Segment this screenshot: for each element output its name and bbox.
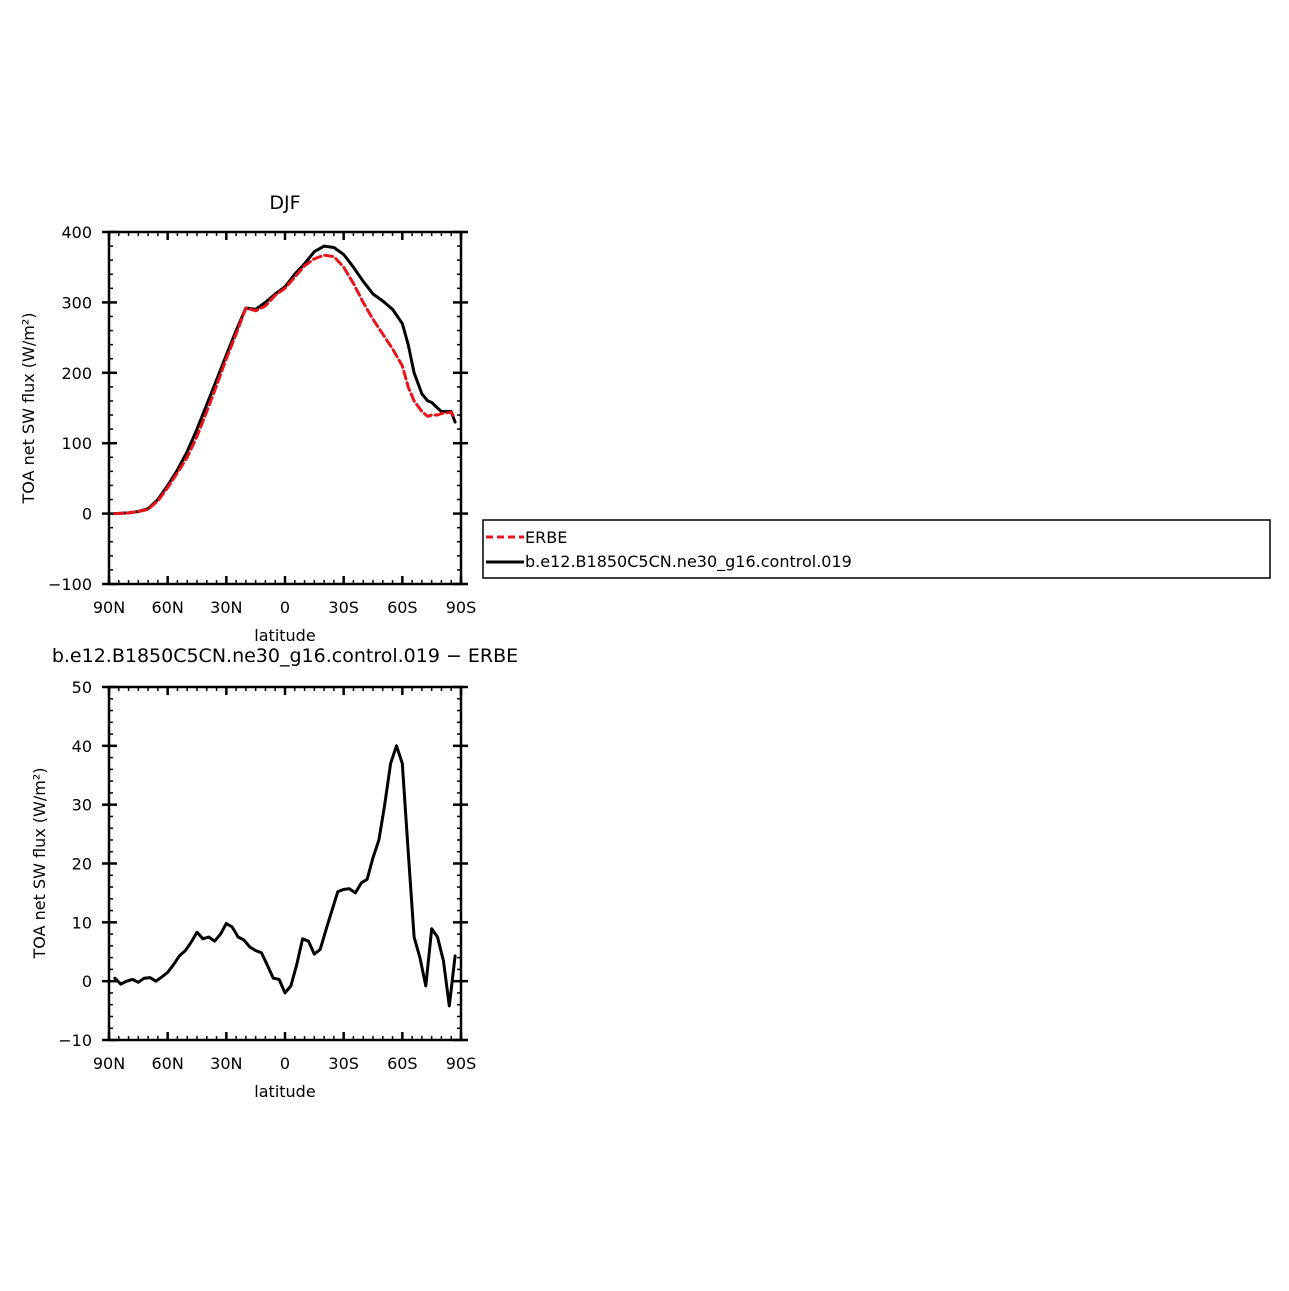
difference-series-group [113,744,457,1008]
djf-y-axis-label: TOA net SW flux (W/m²) [19,313,38,505]
difference-y-tick-label: 50 [72,678,92,697]
djf-chart-title: DJF [269,192,300,214]
difference-y-tick-label: 20 [72,855,92,874]
djf-series-line-erbe [113,253,457,516]
difference-y-tick-label: 40 [72,737,92,756]
legend: ERBE b.e12.B1850C5CN.ne30_g16.control.01… [482,519,1271,579]
djf-x-tick-label: 90S [446,598,477,617]
djf-x-tick-label: 0 [280,598,290,617]
djf-x-tick-label: 90N [93,598,125,617]
djf-series-line-b-e12-b1850c5cn-ne30-g16-control-019 [113,244,457,516]
djf-y-tick-label: 0 [82,505,92,524]
djf-x-tick-label: 30S [328,598,359,617]
difference-x-tick-label: 60N [152,1054,184,1073]
legend-label-model: b.e12.B1850C5CN.ne30_g16.control.019 [525,552,852,572]
legend-label-erbe: ERBE [525,528,567,547]
difference-x-tick-label: 30N [210,1054,242,1073]
difference-plot-frame [107,685,463,1042]
difference-y-tick-label: 30 [72,796,92,815]
difference-x-tick-label: 30S [328,1054,359,1073]
djf-y-tick-label: 400 [61,223,92,242]
difference-panel: b.e12.B1850C5CN.ne30_g16.control.019 − E… [30,645,518,1101]
difference-y-tick-label: −10 [58,1031,92,1050]
difference-series-line-difference [113,744,457,1008]
difference-x-tick-label: 90S [446,1054,477,1073]
legend-box [482,519,1271,579]
difference-x-tick-label: 90N [93,1054,125,1073]
difference-y-axis-label: TOA net SW flux (W/m²) [30,768,49,960]
difference-x-tick-label: 60S [387,1054,418,1073]
difference-chart-title: b.e12.B1850C5CN.ne30_g16.control.019 − E… [52,645,518,667]
djf-y-tick-label: −100 [48,575,92,594]
djf-plot-frame [107,230,463,586]
djf-y-tick-label: 300 [61,293,92,312]
djf-y-tick-label: 100 [61,434,92,453]
difference-x-axis-label: latitude [254,1082,315,1101]
djf-y-tick-label: 200 [61,364,92,383]
djf-tick-group: 90N 60N 30N 0 30S 60S 90S −100 0 100 200 300 400 [48,223,476,617]
difference-tick-group: 90N 60N 30N 0 30S 60S 90S −10 0 10 20 30 40 50 [58,678,476,1073]
djf-x-tick-label: 30N [210,598,242,617]
djf-series-group [113,244,457,516]
djf-x-tick-label: 60N [152,598,184,617]
difference-y-tick-label: 0 [82,972,92,991]
difference-y-tick-label: 10 [72,913,92,932]
difference-x-tick-label: 0 [280,1054,290,1073]
djf-x-tick-label: 60S [387,598,418,617]
djf-x-axis-label: latitude [254,626,315,645]
djf-panel: DJF 90N 60N 30N 0 30S 60S 90S −100 0 100 200 300 400… [19,192,476,645]
